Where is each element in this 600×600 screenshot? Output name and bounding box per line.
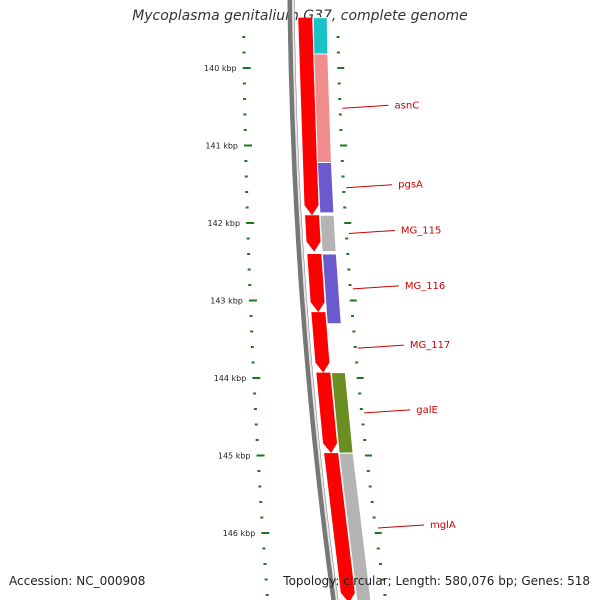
- gene-label-line: [346, 184, 393, 189]
- forward-feature-arrow: [311, 312, 330, 373]
- gene-label: MG_115: [401, 225, 441, 236]
- forward-feature-arrow: [307, 254, 325, 313]
- map-title: Mycoplasma genitalium G37, complete geno…: [132, 8, 468, 24]
- gene-label-line: [357, 344, 404, 349]
- gene-label-line: [364, 409, 411, 414]
- gene-block: [321, 253, 342, 325]
- topology-text: Topology: circular; Length: 580,076 bp; …: [283, 574, 590, 588]
- gene-block: [319, 214, 337, 253]
- axis-tick-label: 146 kbp: [223, 529, 256, 538]
- forward-feature-arrow: [324, 453, 355, 600]
- gene-labels-layer: asnC pgsA MG_115 MG_116 MG_117 galE mglA: [342, 100, 456, 531]
- gene-block: [312, 17, 329, 55]
- gene-label: pgsA: [398, 180, 423, 191]
- gene-block: [313, 53, 332, 164]
- axis-tick-label: 141 kbp: [205, 142, 238, 151]
- genome-backbone-highlight: [291, 0, 338, 600]
- genome-backbone: [287, 0, 339, 600]
- forward-strand-layer: [298, 17, 355, 600]
- forward-feature-arrow: [298, 17, 319, 216]
- gene-label: MG_116: [405, 281, 445, 292]
- gene-label: galE: [416, 405, 438, 416]
- gene-label: asnC: [395, 100, 420, 111]
- gene-label-line: [342, 104, 389, 109]
- gene-label-line: [377, 524, 425, 529]
- gene-block: [316, 162, 335, 214]
- accession-text: Accession: NC_000908: [9, 574, 146, 588]
- gene-label: mglA: [430, 520, 456, 531]
- forward-feature-arrow: [305, 215, 321, 252]
- gene-label-line: [352, 285, 399, 290]
- gene-label-line: [348, 229, 395, 234]
- gene-label: MG_117: [410, 340, 450, 351]
- gene-block: [338, 452, 372, 600]
- axis-ticks-layer: 140 kbp 141 kbp 142 kbp 143 kbp 144 kbp 145 k…: [204, 36, 387, 596]
- axis-tick-label: 142 kbp: [207, 219, 240, 228]
- axis-tick-label: 143 kbp: [210, 297, 243, 306]
- axis-tick-label: 144 kbp: [214, 374, 247, 383]
- gene-blocks-layer: [312, 17, 372, 600]
- axis-tick-label: 140 kbp: [204, 64, 237, 73]
- axis-tick-label: 145 kbp: [218, 452, 251, 461]
- forward-feature-arrow: [316, 372, 338, 454]
